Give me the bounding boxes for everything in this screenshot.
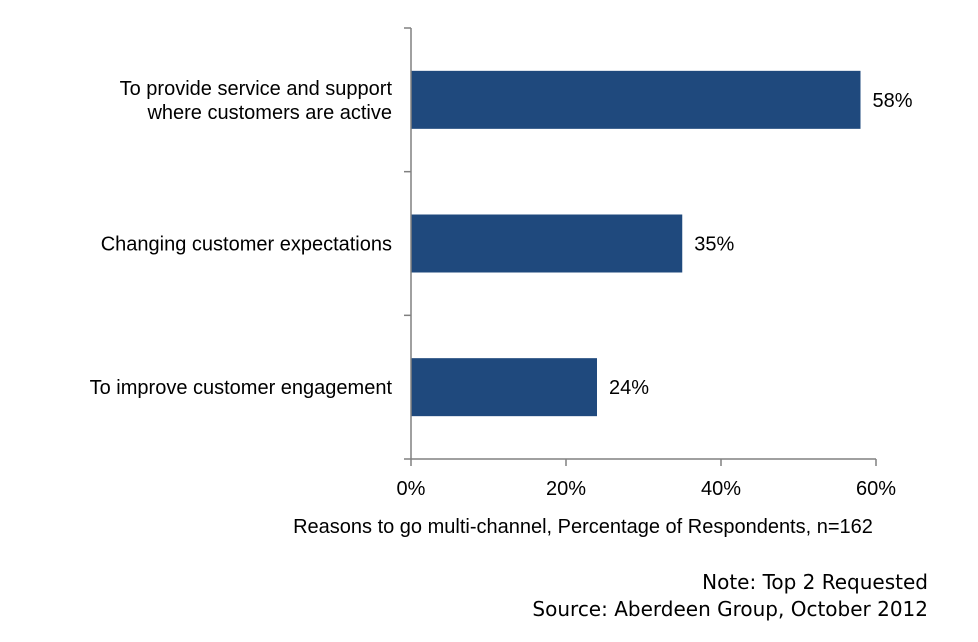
category-label-1: Changing customer expectations (101, 234, 392, 256)
note-text: Note: Top 2 Requested (702, 570, 928, 594)
value-label-1: 35% (694, 234, 734, 256)
source-text: Source: Aberdeen Group, October 2012 (532, 597, 928, 621)
x-tick-label-1: 20% (546, 478, 586, 500)
bar-2 (411, 358, 597, 417)
labels-layer: 58% To provide service and support where c… (90, 78, 913, 500)
x-tick-label-0: 0% (397, 478, 426, 500)
value-label-2: 24% (609, 377, 649, 399)
bars-layer (411, 70, 861, 417)
bar-0 (411, 70, 861, 129)
value-label-0: 58% (873, 90, 913, 112)
bar-1 (411, 214, 683, 273)
category-label-0: To provide service and support where cust… (120, 78, 393, 124)
axis-layer (404, 27, 877, 466)
category-label-2: To improve customer engagement (90, 377, 393, 399)
x-axis-title: Reasons to go multi-channel, Percentage … (293, 516, 873, 538)
x-tick-label-2: 40% (701, 478, 741, 500)
x-tick-label-3: 60% (856, 478, 896, 500)
